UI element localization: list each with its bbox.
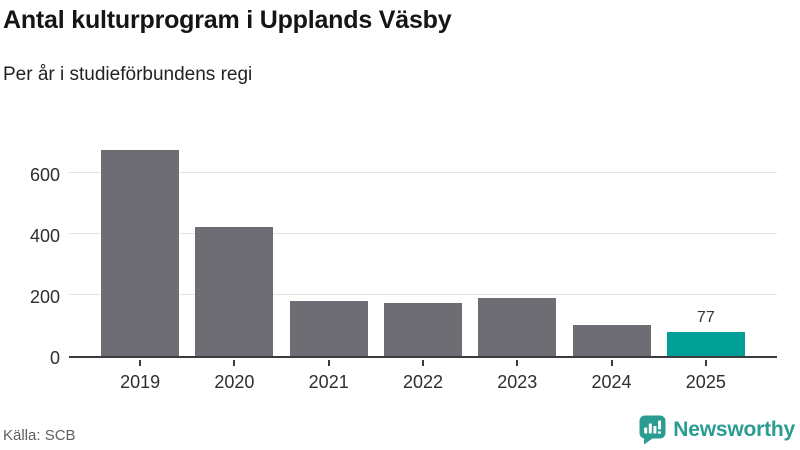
bar-cell-2019 — [93, 149, 187, 356]
x-axis-labels: 2019 2020 2021 2022 2023 2024 2025 — [93, 360, 753, 393]
x-tick-mark-2021 — [327, 360, 330, 366]
bar-2020 — [195, 227, 274, 356]
bar-2024 — [572, 324, 651, 356]
newsworthy-icon — [639, 415, 666, 445]
x-cell-2024: 2024 — [564, 360, 658, 393]
x-tick-mark-2023 — [516, 360, 519, 366]
x-tick-label-2023: 2023 — [497, 372, 538, 392]
bar-2022 — [383, 303, 462, 356]
bar-2025 — [666, 332, 745, 356]
bar-value-label-2025: 77 — [696, 309, 715, 327]
y-tick-label-0: 0 — [49, 348, 60, 368]
x-cell-2022: 2022 — [376, 360, 470, 393]
x-tick-mark-2020 — [233, 360, 236, 366]
y-tick-label-200: 200 — [29, 286, 60, 307]
bar-cell-2021 — [282, 300, 376, 356]
bar-cell-2025: 77 — [659, 310, 753, 356]
bar-cell-2022 — [376, 303, 470, 356]
chart-title: Antal kulturprogram i Upplands Väsby — [3, 6, 452, 34]
gridline-200 — [69, 293, 777, 295]
bars-group: 77 — [93, 142, 753, 356]
gridline-600 — [69, 171, 777, 173]
x-cell-2023: 2023 — [470, 360, 564, 393]
newsworthy-logo: Newsworthy — [639, 415, 795, 445]
chart-subtitle: Per år i studieförbundens regi — [3, 64, 253, 85]
y-axis-labels: 0 200 400 600 — [0, 144, 60, 367]
bar-cell-2024 — [564, 324, 658, 356]
x-tick-label-2021: 2021 — [308, 372, 349, 392]
x-tick-mark-2019 — [139, 360, 142, 366]
x-cell-2025: 2025 — [659, 360, 753, 393]
source-label: Källa: SCB — [3, 427, 76, 444]
y-tick-label-600: 600 — [29, 164, 60, 185]
bar-2023 — [478, 297, 557, 356]
x-tick-label-2025: 2025 — [685, 372, 726, 392]
x-tick-mark-2024 — [610, 360, 613, 366]
plot-area: 77 — [69, 144, 777, 358]
bar-cell-2023 — [470, 297, 564, 356]
x-cell-2019: 2019 — [93, 360, 187, 393]
x-tick-label-2020: 2020 — [214, 372, 255, 392]
x-cell-2020: 2020 — [187, 360, 281, 393]
bar-2019 — [101, 149, 180, 356]
y-tick-label-400: 400 — [29, 225, 60, 246]
newsworthy-wordmark: Newsworthy — [673, 418, 795, 441]
x-tick-label-2019: 2019 — [120, 372, 161, 392]
x-tick-label-2024: 2024 — [591, 372, 632, 392]
gridline-400 — [69, 232, 777, 234]
x-tick-mark-2025 — [704, 360, 707, 366]
x-tick-label-2022: 2022 — [402, 372, 443, 392]
bar-2021 — [289, 300, 368, 356]
bar-cell-2020 — [187, 227, 281, 356]
x-tick-mark-2022 — [421, 360, 424, 366]
x-cell-2021: 2021 — [282, 360, 376, 393]
